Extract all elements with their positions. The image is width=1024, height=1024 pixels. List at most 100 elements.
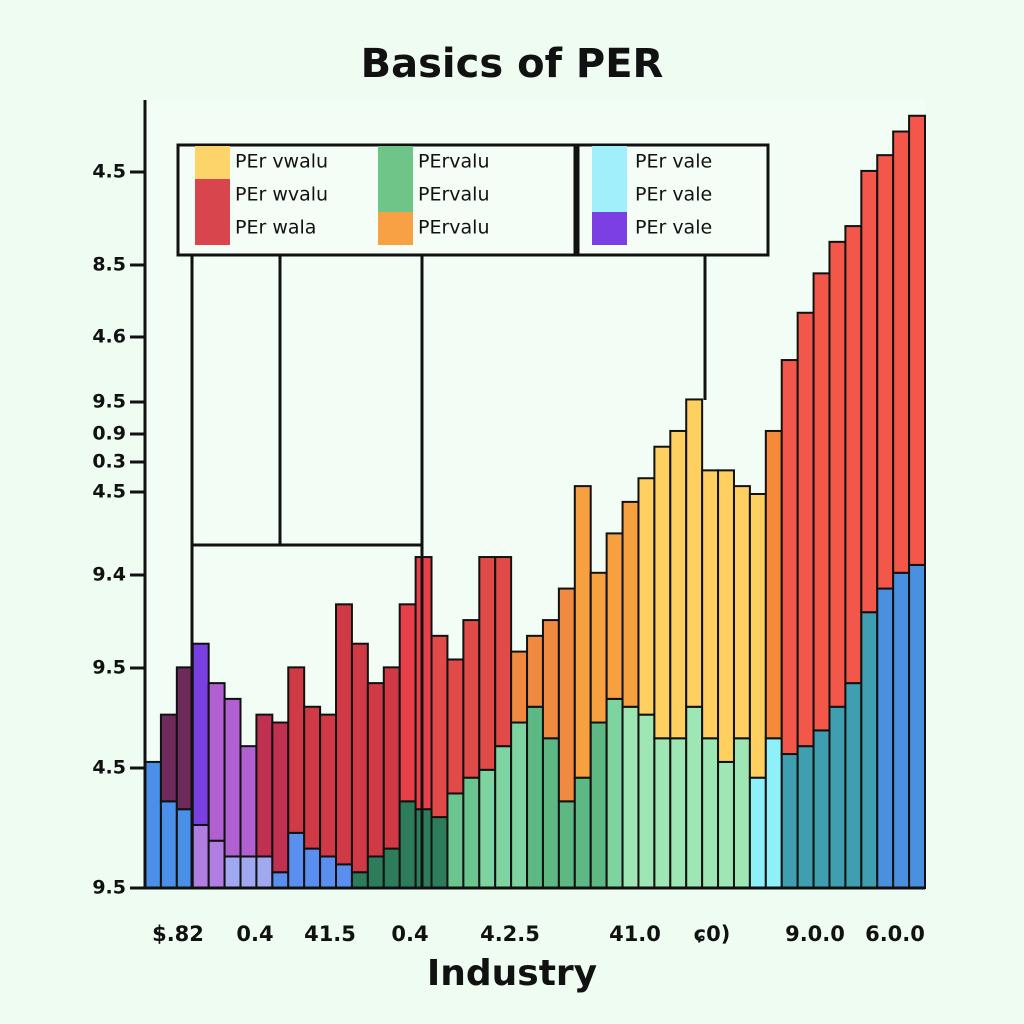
y-tick-label: 9.4 bbox=[92, 564, 126, 586]
bar-segment bbox=[175, 666, 194, 811]
bar-segment bbox=[175, 808, 194, 890]
bar-segment bbox=[796, 311, 815, 748]
bar-segment bbox=[287, 666, 306, 834]
legend-label: PEr vale bbox=[635, 217, 712, 239]
bar-segment bbox=[844, 682, 863, 889]
bar-segment bbox=[350, 642, 369, 874]
y-tick-label: 9.5 bbox=[92, 877, 126, 899]
x-tick-label: 4.2.5 bbox=[480, 922, 540, 946]
bar-segment bbox=[764, 737, 783, 890]
legend-swatch bbox=[195, 212, 230, 245]
bar-segment bbox=[526, 705, 544, 890]
bar-segment bbox=[335, 603, 353, 866]
x-tick-label: 0.4 bbox=[236, 922, 273, 946]
bar-segment bbox=[637, 477, 656, 716]
bar-segment bbox=[589, 721, 608, 890]
legend-label: PEr vale bbox=[635, 151, 712, 173]
bar-segment bbox=[239, 745, 258, 858]
bar-segment bbox=[478, 768, 497, 889]
bar-segment bbox=[701, 469, 720, 740]
bar-segment bbox=[191, 823, 210, 890]
x-axis-title: Industry bbox=[427, 953, 597, 994]
bar-segment bbox=[844, 225, 863, 685]
bar-segment bbox=[876, 587, 895, 889]
bar-segment bbox=[303, 847, 322, 889]
bar-segment bbox=[382, 666, 401, 850]
bar-segment bbox=[732, 737, 751, 890]
bar-segment bbox=[446, 658, 465, 795]
y-tick-label: 4.5 bbox=[92, 161, 126, 183]
chart-title: Basics of PER bbox=[361, 41, 664, 87]
bar-segment bbox=[430, 634, 449, 819]
bar-segment bbox=[764, 429, 783, 740]
legend-label: PEr vwalu bbox=[235, 151, 328, 173]
bar-segment bbox=[748, 493, 767, 779]
legend-swatch bbox=[378, 212, 413, 245]
bar-segment bbox=[685, 705, 704, 890]
bar-segment bbox=[223, 697, 242, 858]
bar-segment bbox=[207, 839, 226, 889]
bar-segment bbox=[255, 713, 274, 858]
legend-swatch bbox=[592, 212, 627, 245]
bar-segment bbox=[510, 650, 529, 724]
bar-segment bbox=[191, 642, 210, 826]
bar-segment bbox=[780, 753, 799, 889]
legend-swatch bbox=[195, 146, 230, 179]
bar-segment bbox=[271, 871, 290, 889]
bar-segment bbox=[605, 532, 624, 700]
legend-items: PEr vwalu PEr wvalu PEr wala PErvalu PErvalu… bbox=[195, 146, 712, 245]
bar-segment bbox=[685, 398, 704, 708]
bar-segment bbox=[812, 272, 831, 732]
bar-segment bbox=[621, 500, 640, 708]
bar-segment bbox=[335, 863, 353, 889]
bar-segment bbox=[796, 745, 815, 889]
bar-segment bbox=[526, 634, 544, 708]
bar-segment bbox=[398, 603, 417, 803]
bar-segment bbox=[414, 556, 433, 811]
bar-segment bbox=[669, 429, 688, 740]
y-tick-label: 4.6 bbox=[92, 326, 126, 348]
bar-segment bbox=[876, 154, 895, 590]
bar-segment bbox=[239, 855, 258, 889]
bar-segment bbox=[541, 619, 560, 740]
bar-segment bbox=[653, 737, 672, 890]
bar-segment bbox=[287, 831, 306, 890]
bar-segment bbox=[159, 713, 178, 803]
legend-swatch bbox=[378, 146, 413, 179]
bar-segment bbox=[319, 855, 338, 889]
bar-segment bbox=[908, 563, 926, 889]
y-tick-label: 4.5 bbox=[92, 481, 126, 503]
legend-swatch bbox=[592, 179, 627, 212]
bar-segment bbox=[653, 445, 672, 740]
bar-segment bbox=[144, 760, 162, 889]
bar-segment bbox=[908, 114, 926, 566]
bar-segment bbox=[223, 855, 242, 889]
bar-segment bbox=[701, 737, 720, 890]
bar-segment bbox=[828, 240, 847, 708]
bar-segment bbox=[494, 556, 513, 748]
bar-segment bbox=[557, 800, 576, 890]
legend-swatch bbox=[592, 146, 627, 179]
bar-segment bbox=[255, 855, 274, 889]
bar-segment bbox=[621, 705, 640, 890]
bar-segment bbox=[382, 847, 401, 889]
bar-segment bbox=[573, 776, 592, 889]
bar-segment bbox=[366, 682, 385, 858]
bar-segment bbox=[717, 760, 735, 889]
y-tick-label: 4.5 bbox=[92, 757, 126, 779]
legend-label: PEr vale bbox=[635, 184, 712, 206]
bar-segment bbox=[748, 776, 767, 889]
bar-segment bbox=[319, 713, 338, 858]
bar-segment bbox=[446, 792, 465, 889]
bar-segment bbox=[573, 485, 592, 779]
bar-segment bbox=[478, 556, 497, 771]
bar-segment bbox=[350, 871, 369, 889]
bar-segment bbox=[637, 713, 656, 890]
bar-segment bbox=[462, 619, 481, 779]
bar-segment bbox=[159, 800, 178, 890]
bar-segment bbox=[717, 469, 735, 763]
bar-segment bbox=[812, 729, 831, 890]
bar-segment bbox=[892, 571, 911, 889]
bar-segment bbox=[780, 359, 799, 756]
bar-segment bbox=[860, 169, 879, 614]
